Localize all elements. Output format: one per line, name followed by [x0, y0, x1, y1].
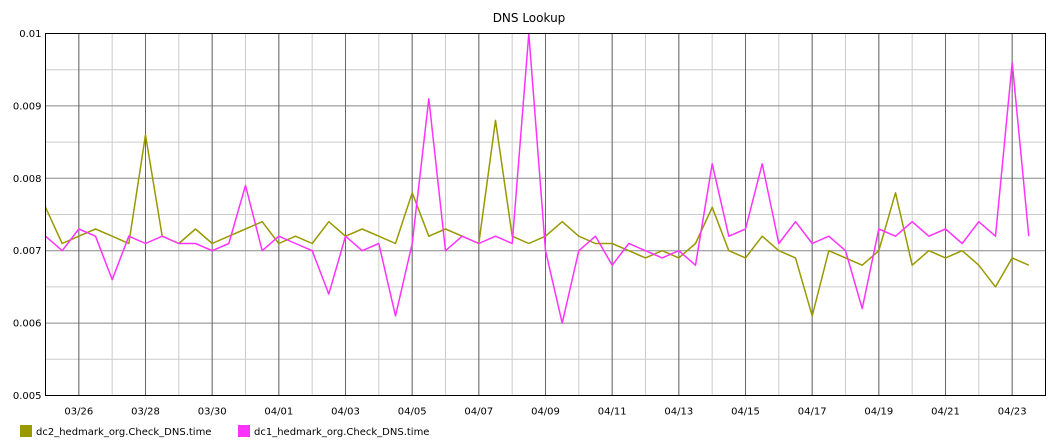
x-tick-label: 03/30 [198, 407, 227, 418]
x-tick-label: 04/13 [664, 407, 693, 418]
legend-swatch [238, 425, 250, 437]
x-axis: 03/26 03/28 03/30 04/01 04/03 04/05 04/07 04/09… [64, 407, 1026, 418]
x-tick-label: 03/28 [131, 407, 160, 418]
x-tick-label: 04/07 [464, 407, 493, 418]
legend-label: dc2_hedmark_org.Check_DNS.time [36, 427, 211, 438]
x-tick-label: 04/09 [531, 407, 560, 418]
y-tick-label: 0.01 [19, 29, 41, 40]
x-tick-label: 04/21 [931, 407, 960, 418]
grid-lines [45, 33, 1046, 396]
plot-frame [45, 33, 1046, 396]
series-line-dc1 [45, 32, 1030, 324]
chart-title: DNS Lookup [493, 11, 566, 25]
x-tick-label: 03/26 [64, 407, 93, 418]
x-tick-label: 04/15 [731, 407, 760, 418]
legend-swatch [20, 425, 32, 437]
x-tick-label: 04/11 [598, 407, 627, 418]
x-tick-label: 04/05 [398, 407, 427, 418]
x-tick-label: 04/17 [798, 407, 827, 418]
y-tick-label: 0.008 [13, 174, 42, 185]
y-tick-label: 0.007 [13, 246, 42, 257]
x-tick-label: 04/23 [998, 407, 1027, 418]
series-group [44, 32, 1030, 324]
y-tick-label: 0.006 [13, 319, 42, 330]
x-tick-label: 04/19 [864, 407, 893, 418]
y-tick-label: 0.005 [13, 391, 42, 402]
y-tick-label: 0.009 [13, 101, 42, 112]
y-axis: 0.005 0.006 0.007 0.008 0.009 0.01 [13, 29, 42, 402]
x-tick-label: 04/03 [331, 407, 360, 418]
legend: dc2_hedmark_org.Check_DNS.time dc1_hedmar… [20, 425, 429, 438]
x-tick-label: 04/01 [264, 407, 293, 418]
legend-label: dc1_hedmark_org.Check_DNS.time [254, 427, 429, 438]
series-line-dc2 [44, 119, 1030, 317]
